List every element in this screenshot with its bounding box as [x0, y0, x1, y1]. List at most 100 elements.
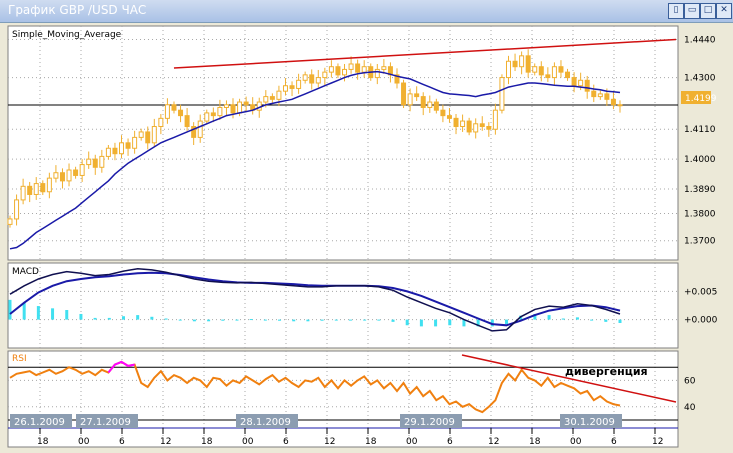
- candle-body[interactable]: [158, 117, 164, 128]
- candle-body[interactable]: [505, 60, 511, 79]
- divergence-line[interactable]: [461, 354, 677, 403]
- candle-body[interactable]: [427, 101, 433, 108]
- candle-body[interactable]: [86, 158, 92, 166]
- candle-body[interactable]: [263, 96, 269, 103]
- candle-body[interactable]: [355, 63, 361, 73]
- candle-body[interactable]: [342, 68, 348, 76]
- candle-body[interactable]: [27, 185, 33, 195]
- chart-area[interactable]: Simple_Moving_Average MACD RSI 1.4440 1.4…: [0, 22, 733, 453]
- candle-body[interactable]: [40, 183, 46, 193]
- candle-body[interactable]: [591, 90, 597, 98]
- candle-body[interactable]: [191, 126, 197, 138]
- candle-body[interactable]: [138, 131, 144, 138]
- candle-body[interactable]: [532, 66, 538, 73]
- candle-body[interactable]: [512, 60, 518, 68]
- candle-body[interactable]: [584, 79, 590, 92]
- candle-body[interactable]: [132, 136, 138, 149]
- candle-body[interactable]: [578, 79, 584, 87]
- candle-body[interactable]: [407, 93, 413, 106]
- candle-body[interactable]: [545, 74, 551, 79]
- candle-body[interactable]: [33, 183, 39, 195]
- restore-button[interactable]: ▯: [668, 3, 684, 19]
- candle-body[interactable]: [105, 147, 111, 157]
- candle-body[interactable]: [164, 104, 170, 119]
- close-button[interactable]: ✕: [716, 3, 732, 19]
- candle-body[interactable]: [486, 126, 492, 130]
- candle-body[interactable]: [59, 172, 65, 182]
- candle-body[interactable]: [374, 68, 380, 79]
- candle-body[interactable]: [178, 109, 184, 117]
- candle-body[interactable]: [597, 93, 603, 98]
- candle-body[interactable]: [617, 104, 623, 107]
- candle-body[interactable]: [73, 169, 79, 176]
- candle-body[interactable]: [243, 101, 249, 106]
- candle-body[interactable]: [46, 177, 52, 193]
- candle-body[interactable]: [237, 101, 243, 114]
- macd-panel[interactable]: [7, 262, 679, 349]
- candle-body[interactable]: [79, 164, 85, 176]
- candle-body[interactable]: [571, 77, 577, 87]
- macd-main-line[interactable]: [9, 268, 621, 332]
- candle-body[interactable]: [604, 93, 610, 100]
- candle-body[interactable]: [335, 66, 341, 76]
- candle-body[interactable]: [610, 98, 616, 106]
- candle-body[interactable]: [440, 109, 446, 117]
- candle-body[interactable]: [66, 169, 72, 182]
- candle-body[interactable]: [519, 55, 525, 68]
- candle-body[interactable]: [361, 66, 367, 73]
- candle-body[interactable]: [99, 155, 105, 168]
- candle-body[interactable]: [460, 120, 466, 128]
- candle-body[interactable]: [119, 142, 125, 155]
- candle-body[interactable]: [269, 96, 275, 100]
- candle-body[interactable]: [7, 218, 13, 225]
- candle-body[interactable]: [145, 131, 151, 144]
- candle-body[interactable]: [53, 172, 59, 179]
- candle-body[interactable]: [276, 90, 282, 100]
- candle-body[interactable]: [296, 79, 302, 89]
- candle-body[interactable]: [171, 104, 177, 111]
- candle-body[interactable]: [492, 109, 498, 130]
- candle-body[interactable]: [14, 199, 20, 220]
- candle-body[interactable]: [302, 74, 308, 81]
- candle-body[interactable]: [223, 104, 229, 108]
- macd-signal-line[interactable]: [9, 271, 621, 327]
- candle-body[interactable]: [453, 117, 459, 128]
- candle-body[interactable]: [525, 55, 531, 73]
- candle-body[interactable]: [184, 115, 190, 128]
- candle-body[interactable]: [92, 158, 98, 168]
- candle-body[interactable]: [322, 71, 328, 79]
- candle-body[interactable]: [151, 126, 157, 144]
- candle-body[interactable]: [112, 147, 118, 155]
- candle-body[interactable]: [210, 112, 216, 117]
- candle-body[interactable]: [473, 123, 479, 133]
- maximize-button[interactable]: □: [700, 3, 716, 19]
- candle-body[interactable]: [197, 120, 203, 138]
- sma-line[interactable]: [9, 70, 621, 250]
- candle-body[interactable]: [466, 120, 472, 133]
- candle-body[interactable]: [414, 93, 420, 98]
- candle-body[interactable]: [446, 115, 452, 119]
- candle-body[interactable]: [401, 82, 407, 106]
- minimize-button[interactable]: ▭: [684, 3, 700, 19]
- candle-body[interactable]: [433, 101, 439, 111]
- price-panel[interactable]: [7, 25, 679, 261]
- candle-body[interactable]: [328, 66, 334, 73]
- candle-body[interactable]: [20, 185, 26, 201]
- candle-body[interactable]: [538, 66, 544, 76]
- candle-body[interactable]: [230, 104, 236, 114]
- candle-body[interactable]: [558, 66, 564, 73]
- candle-body[interactable]: [551, 66, 557, 79]
- candle-body[interactable]: [479, 123, 485, 128]
- candle-body[interactable]: [217, 106, 223, 117]
- candle-body[interactable]: [309, 74, 315, 84]
- candle-body[interactable]: [282, 85, 288, 92]
- candle-body[interactable]: [499, 77, 505, 111]
- candle-body[interactable]: [394, 74, 400, 84]
- candle-body[interactable]: [381, 66, 387, 70]
- candle-body[interactable]: [125, 142, 131, 149]
- candle-body[interactable]: [289, 85, 295, 89]
- candle-body[interactable]: [348, 63, 354, 70]
- candle-body[interactable]: [315, 77, 321, 84]
- candle-body[interactable]: [204, 112, 210, 122]
- candle-body[interactable]: [420, 96, 426, 108]
